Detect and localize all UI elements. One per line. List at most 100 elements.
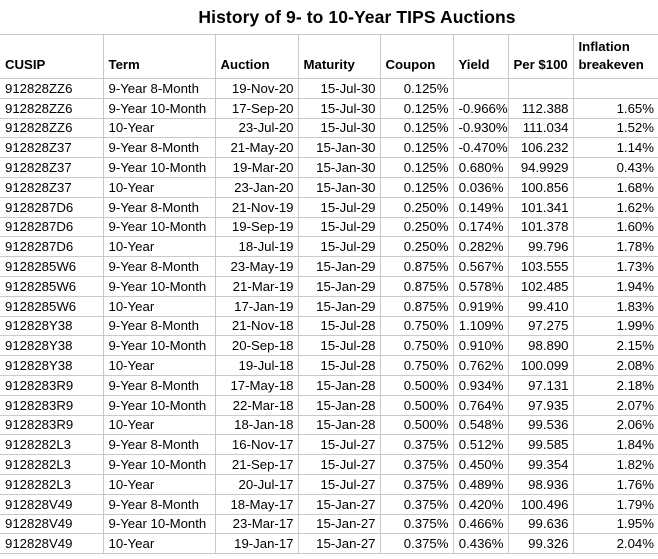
cell-breakeven: 1.14% (572, 137, 658, 159)
cell-per_100: 97.275 (507, 315, 574, 337)
cell-auction: 21-Sep-17 (214, 454, 299, 475)
col-header-term: Term (102, 34, 216, 79)
cell-per_100: 102.485 (507, 275, 574, 297)
cell-auction: 17-Jan-19 (214, 295, 299, 317)
cell-coupon: 0.500% (379, 414, 454, 436)
cell-cusip: 912828Z37 (0, 137, 104, 159)
cell-term: 10-Year (102, 295, 216, 317)
table-header: CUSIP Term Auction Maturity Coupon Yield… (0, 34, 658, 79)
cell-term: 10-Year (102, 473, 216, 495)
cell-breakeven: 1.95% (572, 513, 658, 535)
cell-per_100: 101.341 (507, 196, 574, 218)
cell-coupon: 0.375% (379, 533, 454, 555)
table-row: 912828ZZ6 10-Year 23-Jul-20 15-Jul-30 0.125%… (0, 117, 658, 139)
cell-term: 10-Year (102, 355, 216, 376)
cell-auction: 19-Sep-19 (214, 216, 299, 238)
cell-coupon: 0.750% (379, 315, 454, 337)
cell-term: 9-Year 10-Month (102, 275, 216, 297)
cell-term: 10-Year (102, 236, 216, 258)
cell-breakeven: 2.15% (572, 335, 658, 357)
table-row: 912828Z37 10-Year 23-Jan-20 15-Jan-30 0.125%… (0, 176, 658, 198)
cell-coupon: 0.125% (379, 137, 454, 159)
cell-term: 9-Year 10-Month (102, 157, 216, 178)
cell-cusip: 9128282L3 (0, 473, 104, 495)
cell-coupon: 0.875% (379, 275, 454, 297)
cell-cusip: 9128283R9 (0, 374, 104, 396)
cell-coupon: 0.375% (379, 473, 454, 495)
cell-yield: 0.174% (452, 216, 509, 238)
cell-term: 10-Year (102, 414, 216, 436)
cell-maturity: 15-Jul-27 (297, 454, 381, 475)
cell-coupon: 0.375% (379, 493, 454, 515)
cell-coupon: 0.125% (379, 157, 454, 178)
cell-cusip: 912828Z37 (0, 157, 104, 178)
chart-title: History of 9- to 10-Year TIPS Auctions (198, 6, 516, 27)
cell-auction: 20-Sep-18 (214, 335, 299, 357)
cell-per_100: 98.890 (507, 335, 574, 357)
cell-term: 9-Year 8-Month (102, 196, 216, 218)
cell-per_100: 99.354 (507, 454, 574, 475)
cell-cusip: 912828Y38 (0, 315, 104, 337)
cell-yield (452, 78, 509, 99)
cell-per_100: 112.388 (507, 97, 574, 119)
cell-yield: -0.470% (452, 137, 509, 159)
cell-term: 9-Year 8-Month (102, 78, 216, 99)
cell-yield: 0.282% (452, 236, 509, 258)
cell-yield: 0.934% (452, 374, 509, 396)
cell-maturity: 15-Jul-29 (297, 236, 381, 258)
cell-cusip: 912828ZZ6 (0, 97, 104, 119)
table-row: 9128282L3 10-Year 20-Jul-17 15-Jul-27 0.375%… (0, 473, 658, 495)
cell-cusip: 9128282L3 (0, 454, 104, 475)
cell-breakeven: 1.78% (572, 236, 658, 258)
table-row: 9128287D6 9-Year 8-Month 21-Nov-19 15-Jul-2… (0, 196, 658, 218)
cell-coupon: 0.375% (379, 513, 454, 535)
table-row: 9128285W6 9-Year 10-Month 21-Mar-19 15-Jan-… (0, 275, 658, 297)
cell-maturity: 15-Jan-30 (297, 137, 381, 159)
cell-cusip: 9128287D6 (0, 236, 104, 258)
cell-auction: 17-Sep-20 (214, 97, 299, 119)
col-header-maturity: Maturity (297, 34, 381, 79)
cell-breakeven: 1.76% (572, 473, 658, 495)
cell-coupon: 0.750% (379, 355, 454, 376)
cell-per_100: 99.636 (507, 513, 574, 535)
cell-yield: 0.578% (452, 275, 509, 297)
cell-term: 10-Year (102, 117, 216, 139)
cell-coupon: 0.375% (379, 434, 454, 456)
cell-yield: 0.762% (452, 355, 509, 376)
cell-term: 9-Year 10-Month (102, 216, 216, 238)
cell-cusip: 912828V49 (0, 513, 104, 535)
cell-yield: 0.450% (452, 454, 509, 475)
cell-breakeven: 2.06% (572, 414, 658, 436)
cell-breakeven: 2.08% (572, 355, 658, 376)
cell-auction: 19-Jul-18 (214, 355, 299, 376)
cell-per_100: 101.378 (507, 216, 574, 238)
cell-maturity: 15-Jul-30 (297, 97, 381, 119)
cell-cusip: 9128287D6 (0, 216, 104, 238)
table-row: 912828Y38 9-Year 10-Month 20-Sep-18 15-Jul-… (0, 335, 658, 357)
cell-breakeven: 1.83% (572, 295, 658, 317)
table-row: 9128282L3 9-Year 8-Month 16-Nov-17 15-Jul-2… (0, 434, 658, 456)
cell-breakeven: 1.79% (572, 493, 658, 515)
cell-coupon: 0.750% (379, 335, 454, 357)
cell-auction: 18-Jan-18 (214, 414, 299, 436)
cell-maturity: 15-Jan-28 (297, 414, 381, 436)
cell-yield: -0.930% (452, 117, 509, 139)
cell-auction: 23-Jan-20 (214, 176, 299, 198)
cell-auction: 17-May-18 (214, 374, 299, 396)
cell-auction: 21-Mar-19 (214, 275, 299, 297)
cell-per_100: 99.585 (507, 434, 574, 456)
table-row: 9128283R9 9-Year 10-Month 22-Mar-18 15-Jan-… (0, 394, 658, 416)
cell-yield: 0.036% (452, 176, 509, 198)
cell-per_100: 100.099 (507, 355, 574, 376)
cell-breakeven: 1.84% (572, 434, 658, 456)
cell-maturity: 15-Jan-27 (297, 513, 381, 535)
cell-coupon: 0.250% (379, 196, 454, 218)
cell-yield: 0.436% (452, 533, 509, 555)
cell-term: 9-Year 10-Month (102, 335, 216, 357)
cell-maturity: 15-Jul-28 (297, 355, 381, 376)
cell-cusip: 912828V49 (0, 493, 104, 515)
cell-maturity: 15-Jul-30 (297, 78, 381, 99)
col-header-auction: Auction (214, 34, 299, 79)
cell-cusip: 9128283R9 (0, 414, 104, 436)
cell-auction: 16-Nov-17 (214, 434, 299, 456)
